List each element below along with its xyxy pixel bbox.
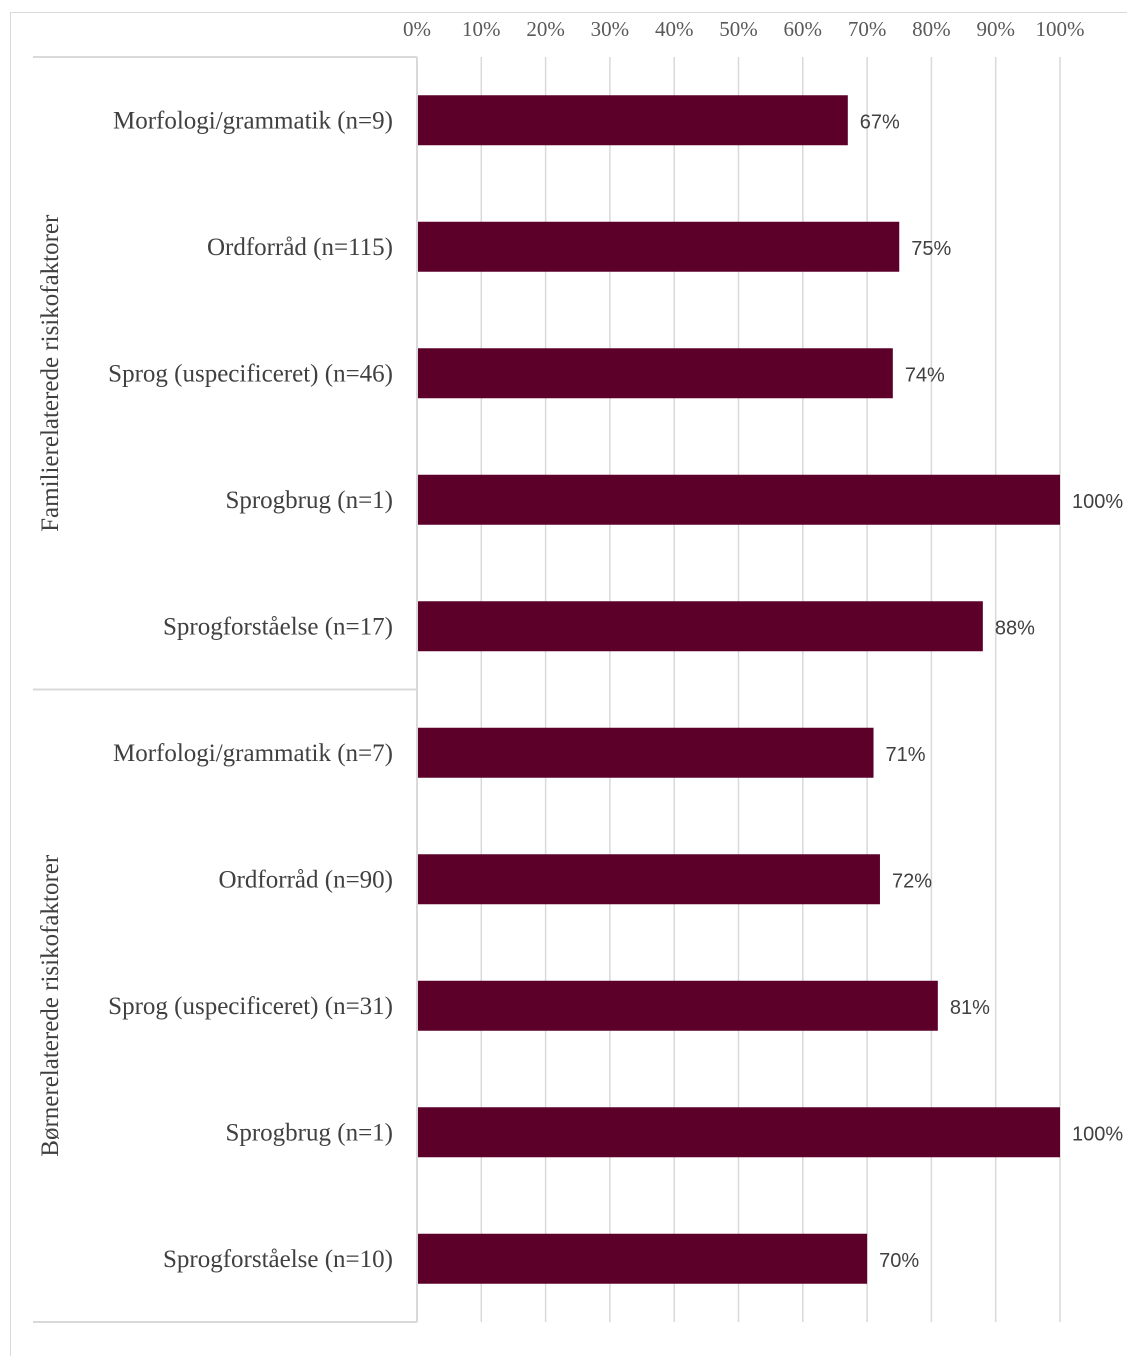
bar <box>418 1233 868 1284</box>
x-tick-label: 10% <box>462 17 501 41</box>
bar <box>418 980 938 1031</box>
category-label: Sprogforståelse (n=17) <box>163 613 393 640</box>
category-label: Sprog (uspecificeret) (n=46) <box>108 360 393 387</box>
category-label: Sprogforståelse (n=10) <box>163 1246 393 1273</box>
data-label: 67% <box>860 111 900 133</box>
x-tick-label: 60% <box>784 17 823 41</box>
x-tick-label: 100% <box>1036 17 1085 41</box>
x-axis-ticks: 0% 10% 20% 30% 40% 50% 60% 70% 80% 90% 100% <box>403 17 1085 41</box>
bar <box>418 348 893 399</box>
x-tick-label: 0% <box>403 17 431 41</box>
category-labels: Morfologi/grammatik (n=9) Ordforråd (n=11… <box>108 107 393 1273</box>
x-tick-label: 70% <box>848 17 887 41</box>
x-tick-label: 20% <box>526 17 565 41</box>
data-label: 75% <box>911 238 951 260</box>
x-tick-label: 80% <box>912 17 951 41</box>
chart-frame <box>10 12 1127 1356</box>
category-label: Ordforråd (n=90) <box>219 866 393 893</box>
data-label: 71% <box>886 744 926 766</box>
bar <box>418 601 983 652</box>
bar <box>418 221 900 272</box>
category-label: Sprog (uspecificeret) (n=31) <box>108 993 393 1020</box>
data-label: 70% <box>879 1250 919 1272</box>
bar <box>418 727 874 778</box>
data-labels: 67% 75% 74% 100% 88% 71% 72% 81% 100% 70% <box>860 111 1124 1272</box>
group-label: Børnerelaterede risikofaktorer <box>37 854 64 1157</box>
bar <box>418 474 1060 525</box>
group-labels: Familierelaterede risikofaktorer Børnerel… <box>37 214 64 1157</box>
bars <box>418 95 1060 1284</box>
x-tick-label: 40% <box>655 17 694 41</box>
bar <box>418 854 880 905</box>
category-label: Ordforråd (n=115) <box>207 234 393 261</box>
data-label: 74% <box>905 364 945 386</box>
data-label: 100% <box>1072 491 1123 513</box>
data-label: 81% <box>950 997 990 1019</box>
group-label: Familierelaterede risikofaktorer <box>37 214 64 532</box>
data-label: 100% <box>1072 1123 1123 1145</box>
category-label: Sprogbrug (n=1) <box>225 487 393 514</box>
x-tick-label: 90% <box>976 17 1015 41</box>
x-tick-label: 30% <box>591 17 630 41</box>
data-label: 72% <box>892 870 932 892</box>
bar <box>418 1107 1060 1158</box>
category-label: Sprogbrug (n=1) <box>225 1119 393 1146</box>
bar <box>418 95 848 146</box>
data-label: 88% <box>995 617 1035 639</box>
x-tick-label: 50% <box>719 17 758 41</box>
category-label: Morfologi/grammatik (n=7) <box>113 740 393 767</box>
category-label: Morfologi/grammatik (n=9) <box>113 107 393 134</box>
